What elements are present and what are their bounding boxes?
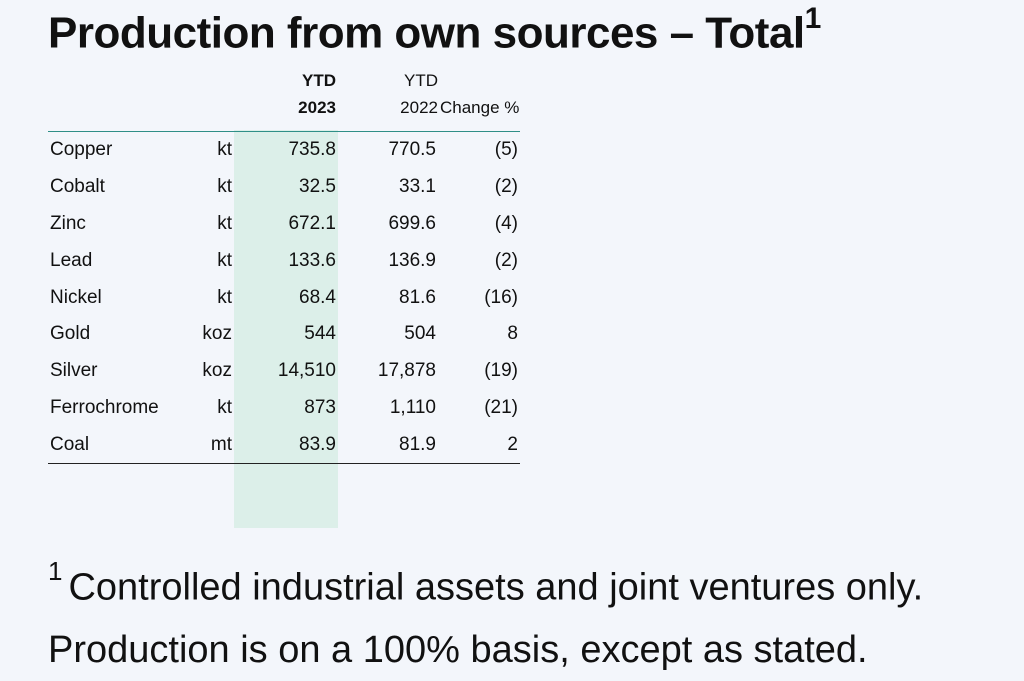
row-ytd-2022: 504 xyxy=(404,323,436,345)
row-unit: kt xyxy=(217,139,232,161)
row-ytd-2023: 83.9 xyxy=(234,426,338,465)
production-table-container: YTD YTD 2023 2022 Change % Copper kt 735.8… xyxy=(48,66,520,528)
row-ytd-2023: 68.4 xyxy=(299,286,336,308)
row-ytd-2022: 136.9 xyxy=(388,249,436,271)
header-empty xyxy=(440,66,520,96)
footnote-text-1: Controlled industrial assets and joint v… xyxy=(68,566,924,609)
row-ytd-2022: 81.9 xyxy=(338,426,440,465)
footnote-line-1: 1 Controlled industrial assets and joint … xyxy=(48,546,1008,619)
row-change: 8 xyxy=(507,323,518,345)
row-name: Ferrochrome xyxy=(50,396,159,418)
header-row-top: YTD YTD xyxy=(48,66,520,96)
header-change: Change % xyxy=(440,96,520,132)
row-unit: kt xyxy=(217,286,232,308)
row-unit: mt xyxy=(166,426,234,465)
row-name: Silver xyxy=(50,360,98,382)
header-row-bottom: 2023 2022 Change % xyxy=(48,96,520,132)
row-name: Nickel xyxy=(50,286,102,308)
row-ytd-2022: 17,878 xyxy=(377,360,436,382)
row-ytd-2022: 770.5 xyxy=(388,139,436,161)
row-change: (2) xyxy=(494,176,518,198)
row-name: Cobalt xyxy=(50,176,105,198)
row-ytd-2023: 544 xyxy=(304,323,336,345)
row-ytd-2023: 873 xyxy=(304,396,336,418)
table-row: Coal mt 83.9 81.9 2 xyxy=(48,426,520,465)
table-row: Zinc kt 672.1 699.6 (4) xyxy=(48,206,520,243)
row-unit: koz xyxy=(202,323,232,345)
table-row: Cobalt kt 32.5 33.1 (2) xyxy=(48,169,520,206)
table-row: Lead kt 133.6 136.9 (2) xyxy=(48,242,520,279)
footnote-text-2: Production is on a 100% basis, except as… xyxy=(48,628,868,671)
page-title-text: Production from own sources – Total xyxy=(48,8,805,58)
footnote: 1 Controlled industrial assets and joint … xyxy=(48,546,1008,681)
row-unit: kt xyxy=(217,396,232,418)
header-empty xyxy=(48,96,166,132)
row-ytd-2023: 133.6 xyxy=(288,249,336,271)
table-row: Copper kt 735.8 770.5 (5) xyxy=(48,132,520,169)
header-ytd-2023-bottom: 2023 xyxy=(234,96,338,132)
row-ytd-2023: 672.1 xyxy=(288,212,336,234)
header-ytd-2022-top: YTD xyxy=(404,71,438,90)
header-ytd-2022-bottom: 2022 xyxy=(338,96,440,132)
row-name: Lead xyxy=(50,249,93,271)
row-ytd-2023: 735.8 xyxy=(288,139,336,161)
row-change: (2) xyxy=(494,249,518,271)
table-row: Nickel kt 68.4 81.6 (16) xyxy=(48,279,520,316)
row-ytd-2022: 1,110 xyxy=(389,396,436,418)
row-change: (19) xyxy=(484,360,518,382)
table-row: Silver koz 14,510 17,878 (19) xyxy=(48,353,520,390)
row-name: Zinc xyxy=(50,212,86,234)
header-empty xyxy=(48,66,166,96)
row-unit: koz xyxy=(202,360,232,382)
page-title: Production from own sources – Total1 xyxy=(48,2,821,59)
row-ytd-2022: 81.6 xyxy=(399,286,436,308)
row-name: Gold xyxy=(50,323,91,345)
footnote-marker: 1 xyxy=(48,556,63,586)
row-unit: kt xyxy=(217,212,232,234)
table-row: Ferrochrome kt 873 1,110 (21) xyxy=(48,390,520,427)
row-change: (4) xyxy=(494,212,518,234)
table-row: Gold koz 544 504 8 xyxy=(48,316,520,353)
row-name: Coal xyxy=(48,426,166,465)
row-ytd-2023: 14,510 xyxy=(277,360,336,382)
row-ytd-2022: 699.6 xyxy=(388,212,436,234)
row-unit: kt xyxy=(217,176,232,198)
title-footnote-marker: 1 xyxy=(804,2,822,35)
row-name: Copper xyxy=(50,139,113,161)
header-empty xyxy=(166,66,234,96)
row-change: (16) xyxy=(484,286,518,308)
row-ytd-2022: 33.1 xyxy=(399,176,436,198)
header-empty xyxy=(166,96,234,132)
header-ytd-2023-top: YTD xyxy=(302,71,336,90)
row-unit: kt xyxy=(217,249,232,271)
row-change: (21) xyxy=(484,396,518,418)
row-change: (5) xyxy=(494,139,518,161)
production-table: YTD YTD 2023 2022 Change % Copper kt 735.8… xyxy=(48,66,520,465)
row-ytd-2023: 32.5 xyxy=(299,176,336,198)
row-change: 2 xyxy=(440,426,520,465)
